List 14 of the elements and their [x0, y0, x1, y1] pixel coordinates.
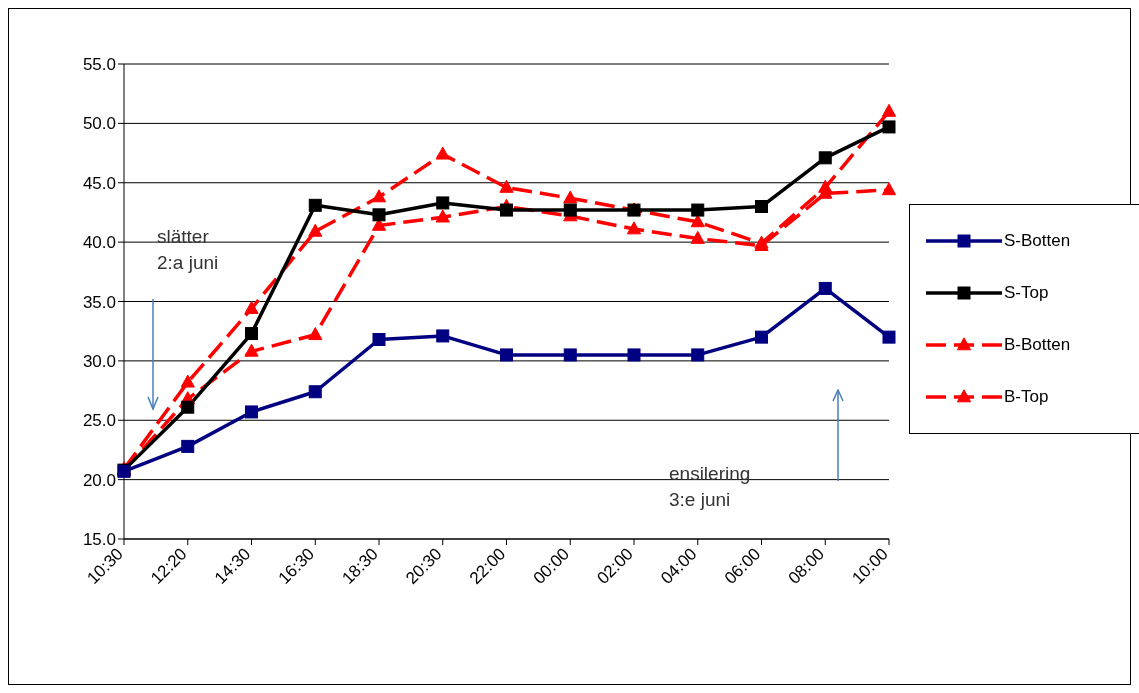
annotation: slätter 2:a juni	[157, 225, 219, 275]
y-tick-label: 30.0	[82, 351, 116, 371]
y-tick-label: 20.0	[82, 470, 116, 490]
y-tick-label: 55.0	[82, 55, 116, 75]
legend-label: S-Botten	[1004, 231, 1071, 251]
y-tick-label: 40.0	[82, 233, 116, 253]
legend-label: B-Botten	[1004, 335, 1071, 355]
y-tick-label: 25.0	[82, 411, 116, 431]
y-tick-label: 50.0	[82, 114, 116, 134]
annotation: ensilering 3:e juni	[669, 462, 751, 512]
y-tick-label: 35.0	[82, 292, 116, 312]
legend-label: B-Top	[1004, 387, 1049, 407]
y-tick-label: 45.0	[82, 173, 116, 193]
legend-label: S-Top	[1004, 283, 1049, 303]
